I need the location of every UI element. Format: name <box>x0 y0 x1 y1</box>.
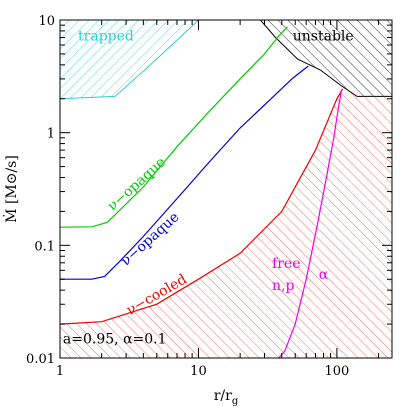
annotation-7: n,p <box>272 278 294 294</box>
series-line-0 <box>60 26 288 228</box>
series-line-3 <box>278 89 343 358</box>
annotation-3: ν−opaque <box>118 209 182 269</box>
y-tick-label: 10 <box>38 14 55 29</box>
x-tick-label: 100 <box>324 364 349 379</box>
annotation-6: α <box>319 267 329 283</box>
series-line-2 <box>60 88 344 325</box>
region-trapped-border <box>60 20 200 100</box>
x-axis-label-main: r/r <box>214 388 232 404</box>
annotation-8: a=0.95, α=0.1 <box>63 331 167 347</box>
annotation-0: trapped <box>78 28 134 44</box>
y-tick-label: 0.1 <box>34 239 55 254</box>
region-trapped <box>60 20 199 99</box>
shaded-regions <box>60 20 392 358</box>
series-line-1 <box>60 65 309 280</box>
x-tick-label: 1 <box>56 364 64 379</box>
x-axis-label: r/rg <box>214 388 239 407</box>
plot-frame <box>59 19 393 359</box>
annotation-5: free <box>272 256 300 272</box>
y-axis-label: Ṁ [M⊙/s] <box>2 155 20 223</box>
axis-ticks: 1 10 100 0.01 0.1 1 10 <box>26 14 392 379</box>
data-series <box>60 26 344 358</box>
region-unstable-border <box>260 20 392 97</box>
annotation-2: ν−opaque <box>105 154 169 214</box>
region-unstable <box>260 20 392 97</box>
annotation-1: unstable <box>293 28 354 44</box>
x-tick-label: 10 <box>190 364 207 379</box>
x-axis-label-sub: g <box>232 396 239 407</box>
y-tick-label: 1 <box>47 127 55 142</box>
region-cooled <box>60 88 392 358</box>
y-tick-label: 0.01 <box>26 352 55 367</box>
